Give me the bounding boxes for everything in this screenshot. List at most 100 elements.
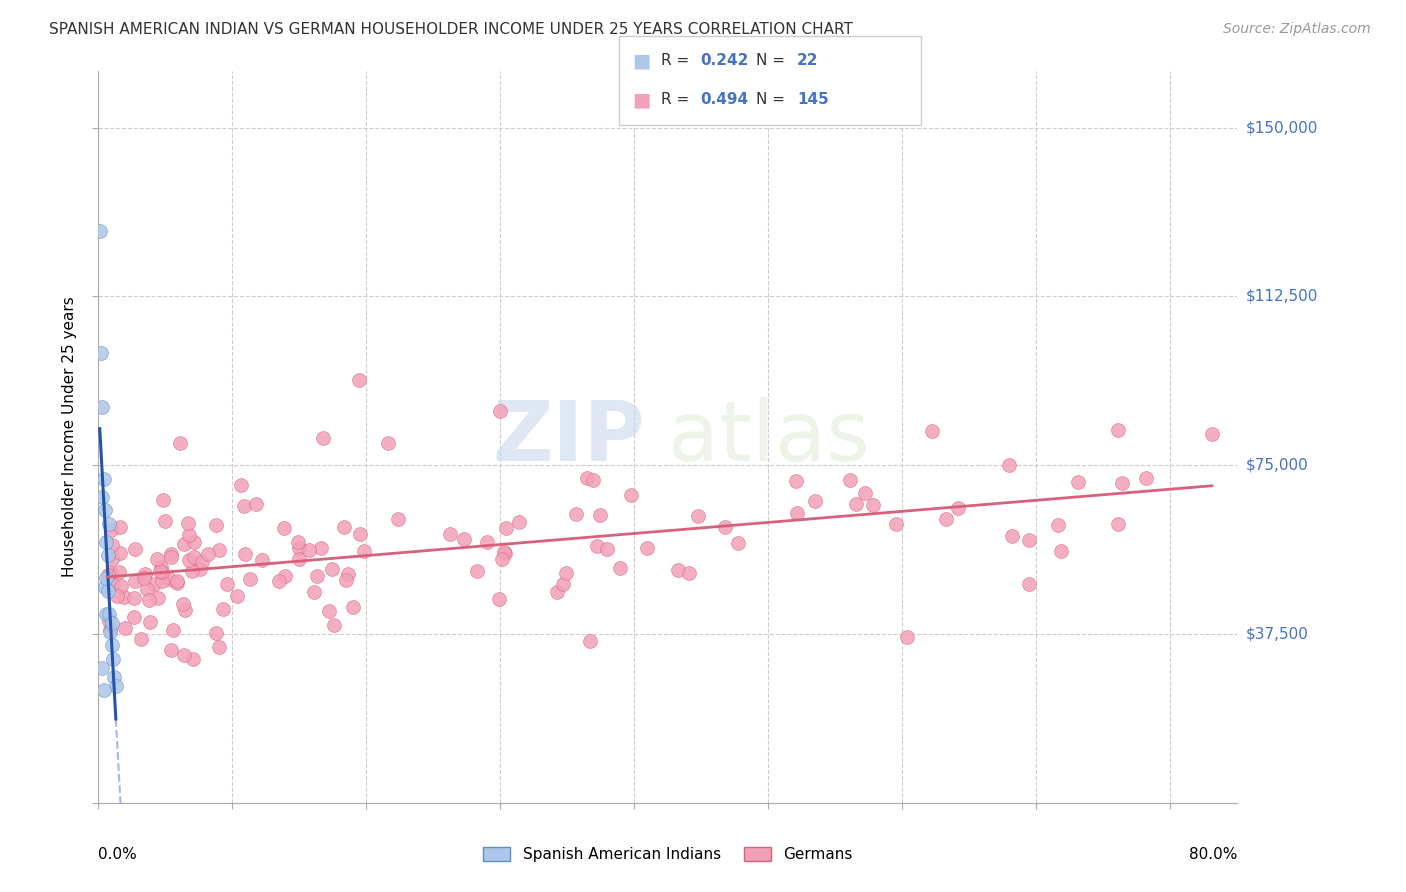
Point	[205, 625, 228, 640]
Legend: Spanish American Indians, Germans: Spanish American Indians, Germans	[477, 840, 859, 868]
Point	[786, 506, 808, 520]
Point	[183, 550, 205, 565]
Point	[159, 547, 181, 561]
Point	[377, 436, 399, 450]
Point	[288, 552, 311, 566]
Point	[96, 534, 118, 549]
Point	[1135, 471, 1157, 485]
Point	[93, 472, 115, 486]
Point	[309, 541, 332, 555]
Point	[160, 549, 183, 564]
Point	[305, 568, 328, 582]
Point	[103, 670, 125, 684]
Point	[103, 577, 125, 591]
Point	[853, 486, 876, 500]
Point	[678, 566, 700, 581]
Point	[546, 585, 568, 599]
Point	[576, 471, 599, 485]
Point	[636, 541, 658, 555]
Point	[172, 597, 194, 611]
Point	[267, 574, 290, 588]
Point	[491, 551, 513, 566]
Point	[100, 624, 122, 639]
Point	[101, 538, 124, 552]
Point	[565, 507, 588, 521]
Point	[287, 541, 309, 555]
Text: $112,500: $112,500	[1246, 289, 1317, 304]
Point	[96, 571, 118, 585]
Point	[173, 648, 195, 662]
Point	[91, 400, 114, 414]
Point	[208, 640, 231, 655]
Point	[1018, 533, 1040, 547]
Point	[226, 590, 249, 604]
Point	[93, 683, 115, 698]
Text: 145: 145	[797, 93, 830, 107]
Point	[98, 623, 121, 637]
Point	[136, 582, 159, 596]
Point	[90, 345, 112, 359]
Point	[494, 545, 516, 559]
Point	[98, 614, 121, 628]
Point	[1018, 577, 1040, 591]
Point	[387, 512, 409, 526]
Point	[578, 633, 600, 648]
Point	[322, 618, 344, 632]
Point	[124, 574, 146, 589]
Point	[713, 520, 735, 534]
Point	[321, 562, 343, 576]
Point	[94, 503, 117, 517]
Text: N =: N =	[756, 54, 790, 68]
Y-axis label: Householder Income Under 25 years: Householder Income Under 25 years	[62, 297, 77, 577]
Point	[134, 566, 156, 581]
Point	[181, 564, 204, 578]
Point	[98, 607, 121, 621]
Point	[166, 576, 188, 591]
Point	[495, 521, 517, 535]
Point	[946, 501, 969, 516]
Point	[98, 516, 121, 531]
Point	[91, 490, 114, 504]
Point	[508, 515, 530, 529]
Point	[139, 615, 162, 630]
Point	[287, 534, 309, 549]
Point	[582, 474, 605, 488]
Point	[105, 589, 128, 603]
Point	[97, 584, 120, 599]
Point	[353, 544, 375, 558]
Point	[349, 527, 371, 541]
Point	[142, 576, 165, 591]
Point	[97, 567, 120, 582]
Point	[124, 609, 146, 624]
Point	[935, 512, 957, 526]
Point	[298, 543, 321, 558]
Point	[100, 523, 122, 537]
Point	[190, 555, 212, 569]
Point	[153, 514, 176, 528]
Point	[177, 516, 200, 530]
Point	[347, 373, 370, 387]
Point	[205, 517, 228, 532]
Point	[229, 478, 252, 492]
Text: R =: R =	[661, 93, 695, 107]
Point	[197, 547, 219, 561]
Point	[157, 572, 180, 586]
Point	[146, 551, 169, 566]
Text: ■: ■	[633, 51, 651, 70]
Point	[162, 623, 184, 637]
Point	[101, 652, 124, 666]
Point	[494, 546, 516, 560]
Point	[96, 607, 118, 621]
Point	[311, 431, 333, 445]
Text: 22: 22	[797, 54, 818, 68]
Point	[181, 652, 204, 666]
Point	[332, 520, 354, 534]
Point	[122, 591, 145, 605]
Text: N =: N =	[756, 93, 790, 107]
Point	[100, 566, 122, 580]
Point	[114, 621, 136, 635]
Text: $75,000: $75,000	[1246, 458, 1309, 473]
Point	[134, 571, 156, 585]
Point	[1066, 475, 1088, 489]
Text: 0.242: 0.242	[700, 54, 748, 68]
